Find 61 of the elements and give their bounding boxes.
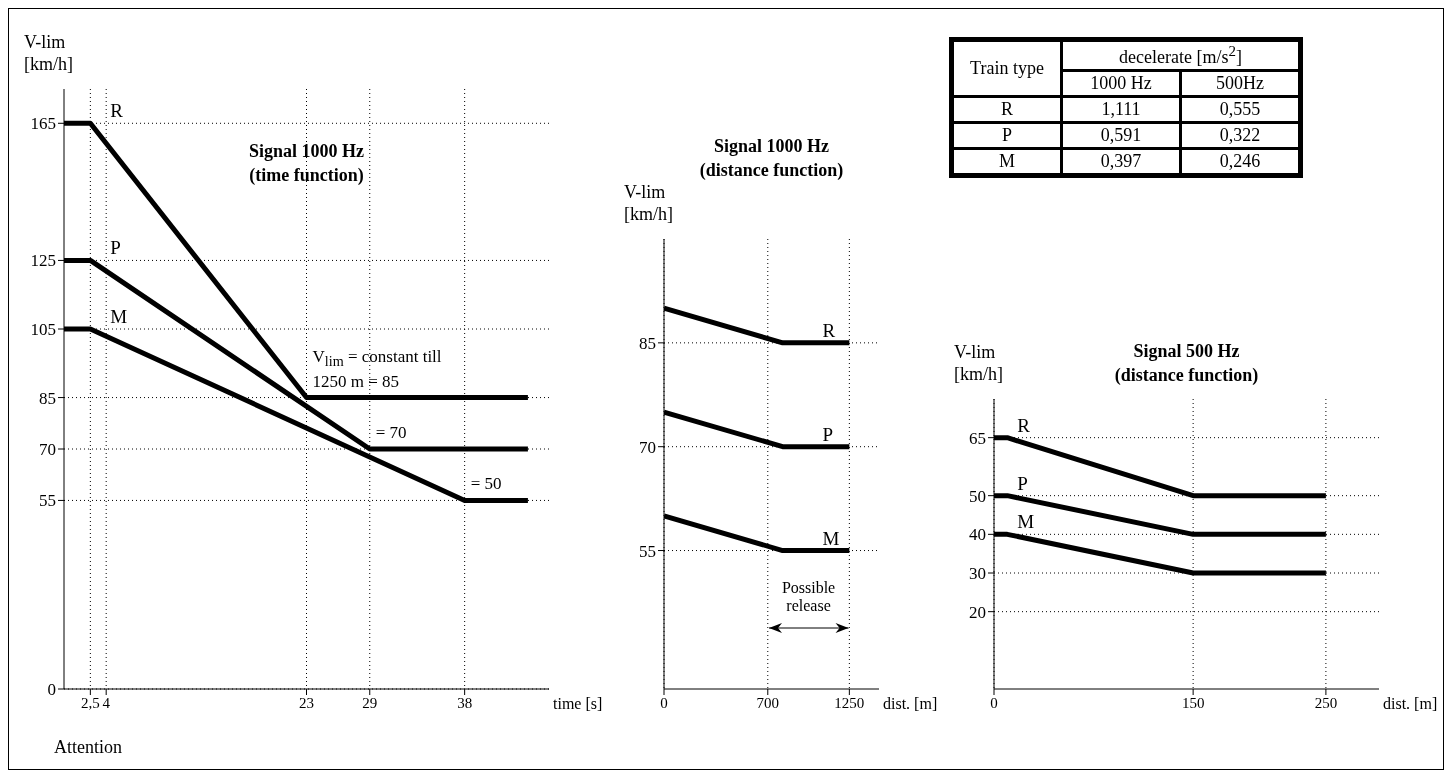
x-tick-label: 38 [457,694,473,711]
x-tick-label: 2,5 [80,694,100,711]
chart-title: Signal 1000 Hz (distance function) [699,136,844,180]
series-label: P [110,237,121,259]
series-label: M [1017,511,1035,533]
x-tick-label: 4 [102,694,111,711]
y-axis-title: V-lim [km/h] [24,32,73,74]
y-tick-label: 70 [39,440,56,460]
text: decelerate [m/s$^{2}$] [1119,43,1242,67]
y-tick-label: 20 [969,602,986,622]
x-axis-title: dist. [m] [1383,695,1438,712]
y-tick-label: 30 [969,564,986,584]
text: 500Hz [1216,73,1264,93]
text: 0,322 [1219,125,1261,145]
x-tick-label: 250 [1314,694,1338,711]
chart-title: Signal 500 Hz (distance function) [1114,341,1259,385]
annotation: V$_{lim}$ = constant till 1250 m = 85 [312,347,442,391]
y-tick-label: 125 [30,251,56,271]
y-tick-label: 85 [39,388,56,408]
y-tick-label: 165 [30,114,56,134]
annotation: = 70 [375,423,407,442]
text: 0,397 [1100,151,1142,171]
series-label: P [1017,472,1028,494]
series-label: R [1017,414,1031,436]
y-axis-title: V-lim [km/h] [624,182,673,224]
x-tick-label: 0 [660,694,668,711]
text: Attention [54,737,122,757]
x-axis-title: time [s] [553,695,603,712]
y-tick-label: 55 [39,491,56,511]
y-tick-label: 70 [639,437,656,457]
text: R [1000,99,1013,119]
y-tick-label: 55 [639,541,656,561]
text: M [998,151,1015,171]
series-label: P [822,423,834,445]
series-label: M [822,527,840,549]
series-label: M [110,306,128,327]
x-tick-label: 150 [1181,694,1205,711]
y-tick-label: 105 [30,320,56,340]
x-tick-label: 0 [990,694,998,711]
text: P [1001,125,1012,145]
text: 0,555 [1219,99,1261,119]
text: 0,591 [1100,125,1142,145]
text: Train type [970,58,1044,78]
y-axis-title: V-lim [km/h] [954,342,1003,384]
series-label: R [110,100,124,122]
y-tick-label: 40 [969,525,986,545]
x-tick-label: 1250 [834,694,865,711]
x-tick-label: 700 [756,694,780,711]
y-tick-label: 50 [969,486,986,506]
x-tick-label: 23 [299,694,314,711]
y-tick-label: 85 [639,333,656,353]
x-tick-label: 29 [362,694,378,711]
annotation: = 50 [470,474,502,494]
text: Signal 1000 Hz (time function) [248,141,364,185]
x-axis-title: dist. [m] [883,695,938,712]
series-label: R [822,319,836,341]
text: 1000 Hz [1090,73,1152,93]
text: 1,111 [1101,99,1141,119]
y-tick-label: 65 [969,428,986,448]
text: 0,246 [1219,151,1261,171]
annotation: Possible release [781,579,836,614]
